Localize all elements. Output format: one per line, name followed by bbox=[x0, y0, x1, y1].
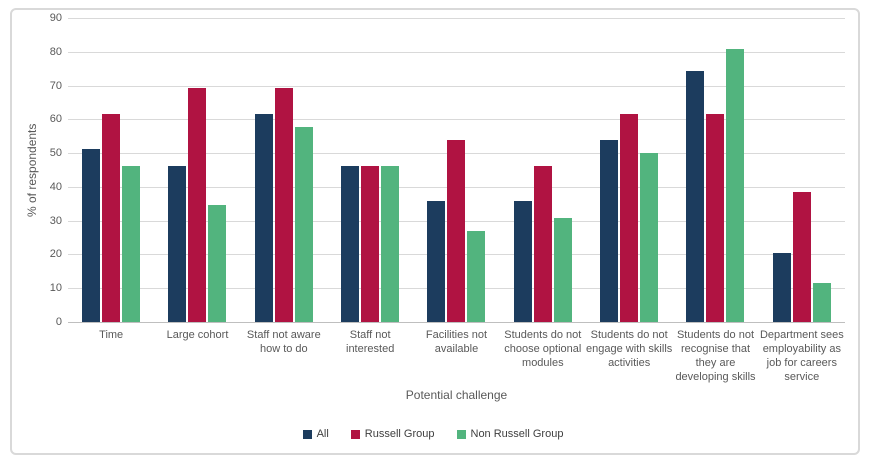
gridline bbox=[68, 18, 845, 19]
bar-group bbox=[759, 18, 845, 322]
y-tick-label: 60 bbox=[49, 113, 62, 126]
bar-russell-group bbox=[102, 114, 121, 322]
bar-non-russell-group bbox=[467, 231, 486, 322]
bar-group bbox=[327, 18, 413, 322]
x-axis-title: Potential challenge bbox=[405, 388, 508, 402]
bar-group bbox=[672, 18, 758, 322]
legend-item-all: All bbox=[302, 428, 329, 440]
bar-group bbox=[500, 18, 586, 322]
bar-russell-group bbox=[447, 140, 466, 322]
bar-russell-group bbox=[706, 114, 725, 322]
y-tick-label: 0 bbox=[55, 316, 62, 328]
bar-non-russell-group bbox=[640, 153, 659, 322]
bar-non-russell-group bbox=[726, 49, 745, 322]
legend-marker bbox=[456, 429, 466, 439]
y-tick-label: 10 bbox=[49, 282, 62, 295]
y-tick-label: 70 bbox=[49, 79, 62, 92]
legend-item-non-russell-group: Non Russell Group bbox=[456, 428, 564, 440]
bar-all bbox=[341, 165, 360, 322]
bar-russell-group bbox=[533, 165, 552, 322]
bar-group bbox=[413, 18, 499, 322]
bar-group bbox=[154, 18, 240, 322]
legend-label: Non Russell Group bbox=[470, 428, 564, 440]
gridline bbox=[68, 85, 845, 87]
bar-non-russell-group bbox=[381, 165, 400, 322]
gridline bbox=[68, 119, 845, 121]
y-tick-label: 80 bbox=[49, 45, 62, 58]
bar-all bbox=[686, 70, 705, 322]
bar-russell-group bbox=[274, 88, 293, 322]
bar-non-russell-group bbox=[208, 205, 227, 322]
bar-non-russell-group bbox=[553, 217, 572, 322]
y-tick-label: 40 bbox=[49, 180, 62, 193]
bar-russell-group bbox=[188, 88, 207, 322]
category-label: Time bbox=[99, 329, 124, 341]
category-label: Facilities not available bbox=[425, 329, 488, 355]
bar-non-russell-group bbox=[122, 165, 141, 322]
x-axis-line bbox=[68, 322, 845, 323]
bar-all bbox=[427, 200, 446, 322]
legend: All Russell Group Non Russell Group bbox=[10, 428, 856, 440]
bar-group bbox=[68, 18, 154, 322]
gridline bbox=[68, 51, 845, 53]
y-tick-label: 20 bbox=[49, 248, 62, 261]
y-tick-label: 50 bbox=[49, 147, 62, 160]
bar-all bbox=[254, 114, 273, 322]
legend-marker bbox=[350, 429, 360, 439]
bar-russell-group bbox=[620, 114, 639, 322]
category-label: Students do not choose optional modules bbox=[504, 329, 582, 369]
bar-all bbox=[513, 200, 532, 322]
category-label: Students do not engage with skills activ… bbox=[586, 329, 673, 369]
bar-all bbox=[600, 140, 619, 322]
bar-russell-group bbox=[792, 191, 811, 322]
plot-area bbox=[68, 18, 845, 323]
category-label: Large cohort bbox=[166, 329, 229, 341]
category-label: Department sees employability as job for… bbox=[759, 329, 844, 383]
bar-all bbox=[168, 165, 187, 322]
legend-item-russell-group: Russell Group bbox=[350, 428, 435, 440]
category-label: Students do not recognise that they are … bbox=[675, 329, 756, 383]
category-label: Staff not aware how to do bbox=[246, 329, 321, 355]
legend-label: All bbox=[316, 428, 329, 440]
bar-non-russell-group bbox=[294, 127, 313, 322]
y-tick-label: 90 bbox=[49, 12, 62, 24]
bar-group bbox=[586, 18, 672, 322]
legend-marker bbox=[302, 429, 312, 439]
bar-non-russell-group bbox=[812, 283, 831, 322]
category-label: Staff not interested bbox=[346, 329, 395, 355]
bar-all bbox=[82, 148, 101, 322]
bar-all bbox=[772, 252, 791, 322]
bar-russell-group bbox=[361, 165, 380, 322]
y-axis-title: % of respondents bbox=[25, 123, 39, 217]
y-tick-label: 30 bbox=[49, 214, 62, 227]
bar-group bbox=[241, 18, 327, 322]
legend-label: Russell Group bbox=[364, 428, 435, 440]
